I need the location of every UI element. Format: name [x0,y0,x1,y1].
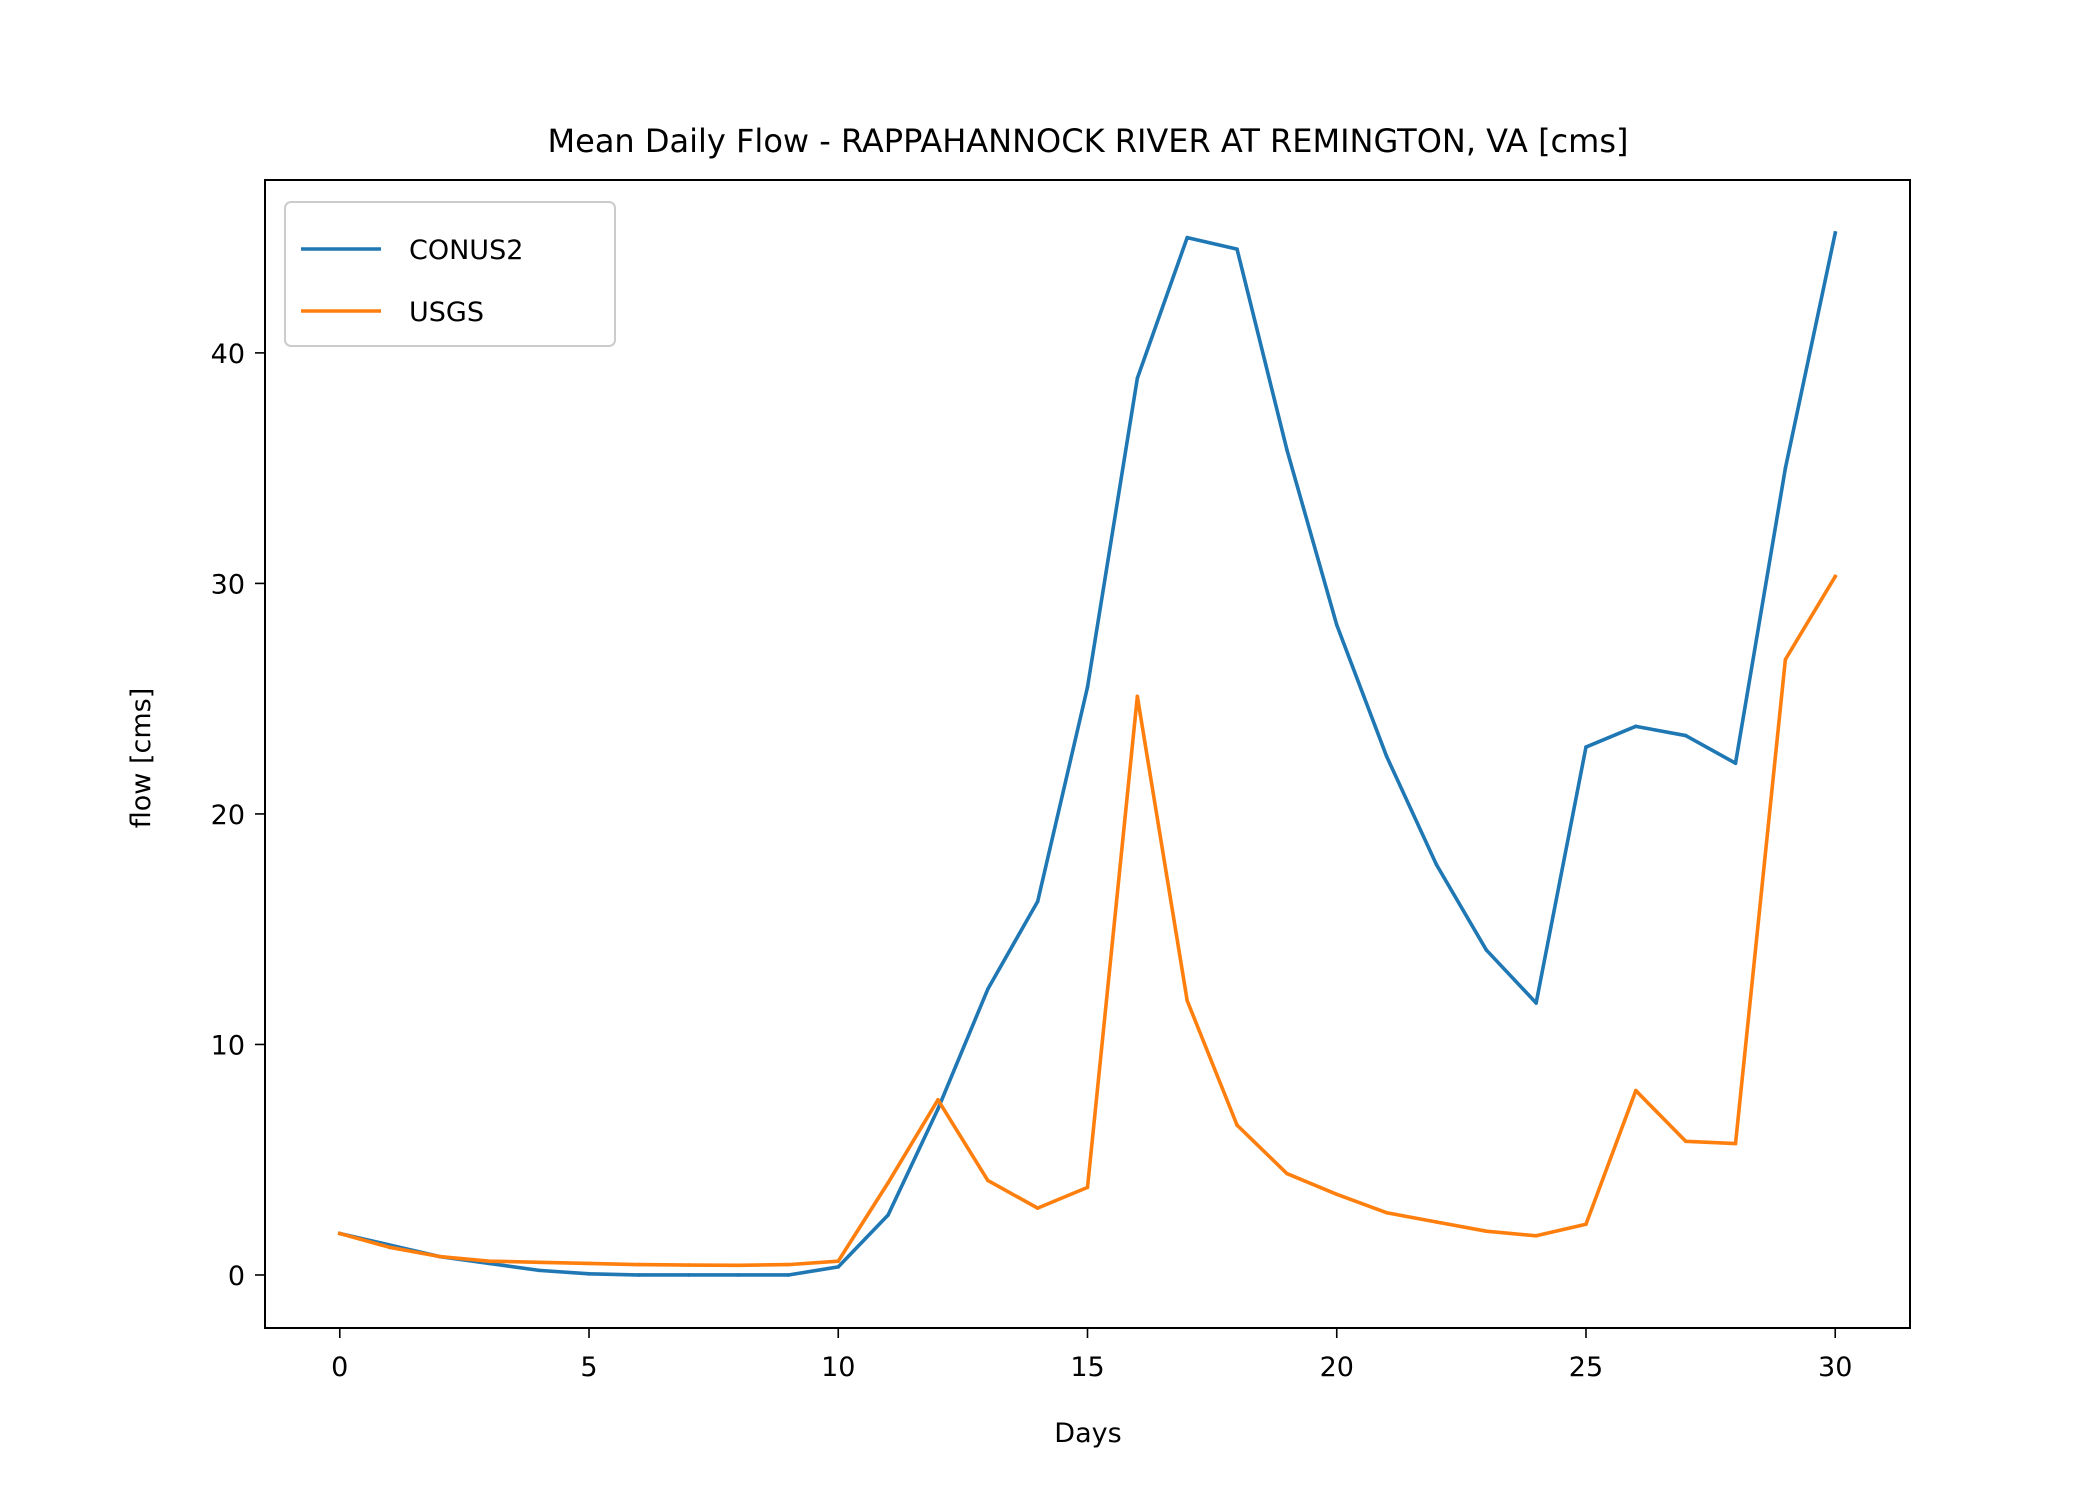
data-point-conus2 [986,987,990,991]
data-point-conus2 [1384,754,1389,759]
data-point-conus2 [587,1272,591,1276]
x-tick-label: 25 [1569,1352,1603,1383]
data-point-conus2 [1185,235,1189,240]
data-point-usgs [337,1231,342,1236]
data-point-usgs [1683,1139,1688,1144]
data-point-usgs [487,1259,492,1263]
data-point-usgs [1634,1088,1638,1093]
data-point-conus2 [1783,466,1788,470]
x-tick-label: 30 [1818,1352,1852,1383]
data-point-usgs [1085,1185,1090,1190]
data-point-conus2 [1733,761,1738,766]
series-line-conus2 [337,230,1838,1277]
y-tick-label: 0 [228,1261,245,1292]
data-point-usgs [836,1259,841,1263]
data-point-usgs [637,1262,641,1267]
x-tick-label: 15 [1070,1352,1104,1383]
y-tick-label: 10 [211,1030,245,1061]
data-point-conus2 [1833,231,1838,235]
data-point-usgs [1384,1210,1389,1215]
x-axis-label: Days [1054,1418,1121,1449]
data-point-conus2 [786,1273,791,1277]
data-point-usgs [1135,694,1140,699]
data-point-conus2 [1035,899,1040,904]
data-point-conus2 [1534,1001,1538,1005]
data-point-usgs [1534,1233,1538,1238]
data-point-usgs [1584,1222,1588,1227]
plot-frame [264,179,1911,1329]
y-tick-label: 30 [211,569,245,600]
data-point-usgs [686,1263,691,1267]
x-tick-label: 20 [1320,1352,1354,1383]
x-tick-label: 0 [331,1352,348,1383]
data-point-conus2 [637,1273,641,1277]
data-point-usgs [1185,998,1189,1003]
data-point-conus2 [1135,376,1140,381]
data-point-usgs [986,1178,990,1183]
data-point-usgs [786,1262,791,1267]
data-point-conus2 [936,1107,940,1111]
data-point-conus2 [537,1268,541,1273]
data-point-usgs [537,1260,541,1265]
data-point-usgs [587,1261,591,1266]
data-point-conus2 [686,1273,691,1277]
x-tick-label: 5 [580,1352,597,1383]
data-point-conus2 [1484,948,1489,952]
data-point-usgs [1833,574,1838,579]
data-point-usgs [1783,657,1788,662]
data-point-conus2 [1584,745,1588,749]
data-point-usgs [1434,1220,1439,1224]
data-point-conus2 [886,1213,890,1217]
data-point-usgs [387,1245,392,1250]
legend-label-usgs: USGS [409,297,484,328]
data-point-conus2 [1334,623,1339,627]
data-point-usgs [1733,1141,1738,1146]
data-point-conus2 [1683,733,1688,738]
data-point-conus2 [1235,247,1239,251]
plot-area: 0 5 10 15 20 25 30 0 10 20 30 40 [211,179,1911,1383]
y-tick-label: 40 [211,339,245,370]
chart-legend: CONUS2 USGS [284,201,616,347]
legend-label-conus2: CONUS2 [409,235,523,266]
y-tick-label: 20 [211,800,245,831]
data-point-usgs [1484,1229,1489,1233]
data-point-conus2 [1434,862,1439,867]
data-point-conus2 [736,1273,741,1277]
data-point-conus2 [836,1265,841,1269]
data-point-usgs [1285,1171,1289,1176]
data-point-conus2 [1634,724,1638,729]
data-point-usgs [936,1097,940,1102]
x-tick-label: 10 [821,1352,855,1383]
data-point-usgs [1334,1192,1339,1197]
data-point-usgs [1235,1123,1239,1127]
data-point-conus2 [1085,685,1090,689]
data-point-usgs [886,1180,890,1185]
data-point-conus2 [1285,447,1289,452]
data-point-usgs [437,1254,442,1259]
data-point-usgs [736,1263,741,1268]
chart-title: Mean Daily Flow - RAPPAHANNOCK RIVER AT … [548,122,1629,160]
data-point-usgs [1035,1206,1040,1210]
y-axis-label: flow [cms] [126,688,157,828]
